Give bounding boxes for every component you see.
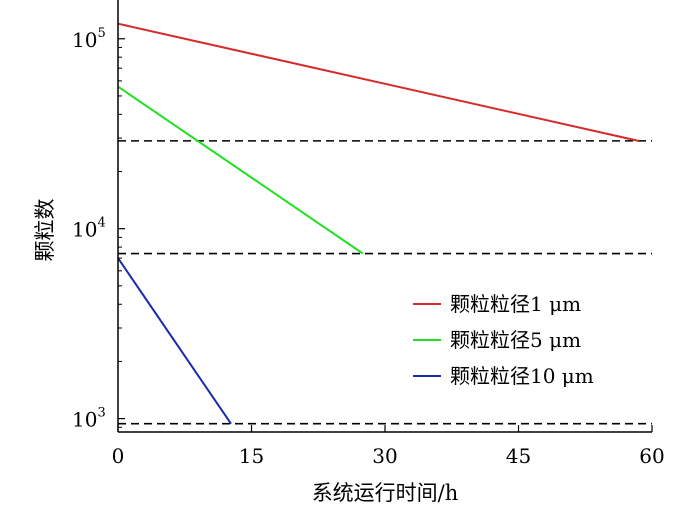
legend-label-2: 颗粒粒径5 μm <box>450 328 581 352</box>
legend: 颗粒粒径1 μm 颗粒粒径5 μm 颗粒粒径10 μm <box>413 292 594 388</box>
series-line-2 <box>117 85 364 255</box>
legend-label-3: 颗粒粒径10 μm <box>450 364 594 388</box>
x-tick-label: 30 <box>372 444 397 468</box>
y-tick-label: 104 <box>72 216 106 242</box>
x-tick-label: 0 <box>112 444 125 468</box>
y-tick-label: 105 <box>72 26 106 52</box>
legend-label-1: 颗粒粒径1 μm <box>450 292 581 316</box>
series-line-3 <box>117 257 232 425</box>
y-axis-label: 颗粒数 <box>33 199 57 262</box>
x-tick-label: 15 <box>239 444 264 468</box>
x-tick-label: 45 <box>506 444 531 468</box>
series-line-1 <box>117 22 639 142</box>
reference-lines <box>118 140 652 425</box>
ticks: 0 15 30 45 60 103 104 105 <box>72 26 665 468</box>
x-tick-label: 60 <box>639 444 664 468</box>
y-tick-label: 103 <box>72 406 106 432</box>
series-lines <box>117 22 639 425</box>
x-axis-label: 系统运行时间/h <box>312 481 459 505</box>
